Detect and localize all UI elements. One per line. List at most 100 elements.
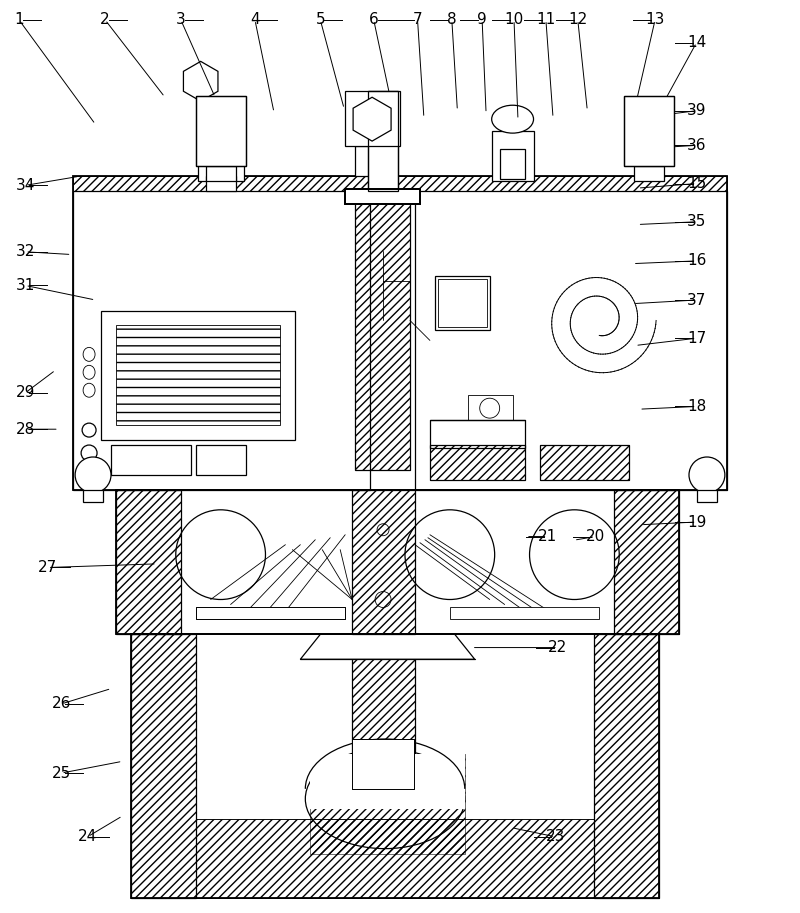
Text: 19: 19 (687, 515, 706, 530)
Bar (624, 96, 674, 166)
Text: 28: 28 (16, 422, 35, 436)
Bar (614, 490, 679, 635)
Polygon shape (353, 98, 391, 142)
Bar (101, 310, 295, 440)
Text: 36: 36 (687, 138, 706, 152)
Bar (116, 490, 181, 635)
Bar (196, 445, 246, 475)
Bar (352, 490, 415, 635)
Bar (634, 166, 664, 181)
Bar (352, 739, 414, 789)
Circle shape (689, 457, 725, 493)
Text: 10: 10 (504, 12, 524, 27)
Bar (355, 146, 390, 176)
Text: 27: 27 (38, 560, 58, 575)
Bar (352, 739, 414, 789)
Bar (116, 490, 679, 635)
Polygon shape (183, 61, 218, 101)
Bar (624, 96, 674, 166)
Text: 31: 31 (16, 278, 35, 293)
Bar (450, 607, 599, 619)
Circle shape (75, 457, 111, 493)
Text: 34: 34 (16, 178, 35, 193)
Bar (430, 420, 525, 448)
Text: 39: 39 (687, 103, 706, 119)
Bar (83, 490, 103, 502)
Text: 37: 37 (687, 292, 706, 308)
Bar (206, 176, 235, 191)
Bar (368, 91, 398, 191)
Bar (355, 191, 410, 470)
Bar (352, 739, 414, 789)
Text: 2: 2 (100, 12, 110, 27)
Bar (594, 635, 659, 898)
Bar (539, 445, 630, 480)
Polygon shape (300, 635, 474, 659)
Text: 21: 21 (538, 529, 557, 544)
Text: 1: 1 (14, 12, 24, 27)
Bar (345, 189, 420, 204)
Text: 18: 18 (687, 399, 706, 414)
Text: 17: 17 (687, 331, 706, 346)
Bar (594, 635, 659, 898)
Text: 16: 16 (687, 254, 706, 268)
Text: 8: 8 (447, 12, 457, 27)
Bar (131, 635, 196, 898)
Bar (697, 490, 717, 502)
Bar (196, 96, 246, 166)
Text: 32: 32 (16, 245, 35, 259)
Text: 26: 26 (51, 697, 71, 711)
Bar (468, 395, 513, 420)
Text: 14: 14 (687, 35, 706, 50)
Bar (196, 96, 246, 166)
Bar (352, 635, 415, 759)
Bar (345, 91, 400, 146)
Text: 25: 25 (51, 766, 71, 781)
Bar (355, 191, 410, 470)
Text: 23: 23 (546, 829, 565, 845)
Bar (500, 149, 525, 179)
Bar (492, 131, 534, 181)
Bar (415, 191, 727, 490)
Text: 12: 12 (568, 12, 587, 27)
Bar (111, 445, 190, 475)
Text: 13: 13 (646, 12, 665, 27)
Bar (430, 445, 525, 480)
Text: 15: 15 (687, 176, 706, 191)
Bar (614, 490, 679, 635)
Bar (206, 166, 235, 181)
Bar (131, 635, 659, 898)
Text: 35: 35 (687, 215, 706, 229)
Bar (345, 189, 420, 204)
Bar (310, 754, 465, 854)
Bar (345, 189, 420, 204)
Bar (73, 191, 370, 490)
Bar (196, 607, 345, 619)
Bar (73, 176, 727, 490)
Text: 29: 29 (16, 385, 35, 400)
Text: 3: 3 (176, 12, 186, 27)
Bar (368, 91, 398, 191)
Bar (196, 819, 594, 898)
Bar (430, 445, 525, 480)
Ellipse shape (492, 105, 534, 133)
Bar (196, 819, 594, 898)
Bar (131, 635, 196, 898)
Bar (198, 149, 243, 181)
Bar (73, 176, 727, 191)
Bar (438, 278, 486, 328)
Bar (352, 490, 415, 635)
Text: 22: 22 (548, 640, 567, 655)
Text: 5: 5 (315, 12, 325, 27)
Text: 20: 20 (586, 529, 605, 544)
Bar (116, 325, 281, 425)
Text: 6: 6 (369, 12, 378, 27)
Bar (368, 91, 398, 191)
Text: 7: 7 (413, 12, 422, 27)
Bar (310, 754, 465, 809)
Bar (435, 276, 490, 331)
Text: 24: 24 (78, 829, 97, 845)
Bar (73, 176, 727, 191)
Bar (116, 490, 181, 635)
Bar (196, 607, 345, 619)
